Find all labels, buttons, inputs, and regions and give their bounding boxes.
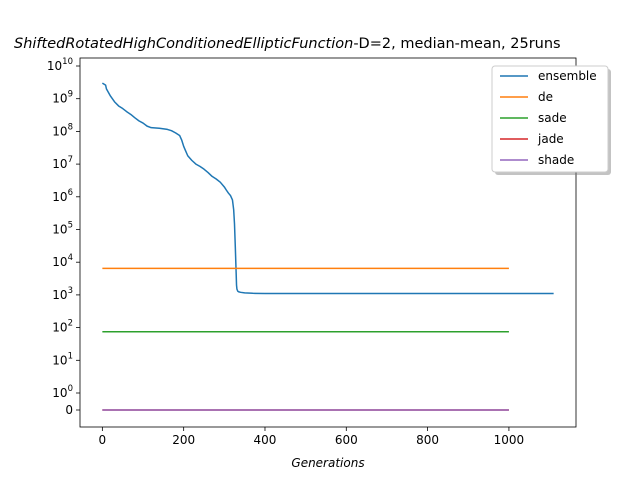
x-axis: 0 200 400 600 800 1000 [99, 427, 525, 447]
x-tick-label: 400 [254, 433, 277, 447]
legend-label-de: de [538, 90, 553, 104]
y-tick-label: 106 [52, 188, 73, 204]
x-tick-label: 200 [172, 433, 195, 447]
y-tick-label: 100 [52, 384, 73, 400]
chart-title-italic: ShiftedRotatedHighConditionedEllipticFun… [14, 36, 353, 52]
x-tick-label: 800 [416, 433, 439, 447]
x-axis-label: Generations [291, 456, 364, 470]
x-tick-label: 1000 [494, 433, 525, 447]
y-tick-label: 104 [52, 253, 73, 269]
legend-label-sade: sade [538, 111, 567, 125]
legend-label-jade: jade [537, 132, 564, 146]
y-tick-label: 102 [52, 319, 73, 335]
legend-label-ensemble: ensemble [538, 69, 597, 83]
legend-box [491, 65, 609, 173]
y-tick-label: 0 [65, 403, 73, 417]
plot-frame [79, 57, 577, 428]
legend-label-shade: shade [538, 153, 574, 167]
legend: ensemble de sade jade shade [491, 65, 611, 175]
series-line-ensemble [101, 82, 554, 295]
chart-title-rest: -D=2, median-mean, 25runs [353, 36, 560, 52]
y-tick-label: 105 [52, 221, 73, 237]
y-tick-label: 107 [52, 155, 73, 171]
y-tick-label: 109 [52, 90, 73, 106]
chart-title: ShiftedRotatedHighConditionedEllipticFun… [14, 36, 561, 52]
y-axis: 0 100 101 102 103 104 105 106 107 108 109 1010 [47, 57, 80, 417]
y-tick-label: 108 [52, 122, 73, 138]
legend-entries: ensemble de sade jade shade [500, 69, 597, 167]
x-tick-label: 0 [99, 433, 107, 447]
plot-lines [101, 82, 554, 411]
y-tick-label: 1010 [47, 57, 73, 73]
y-tick-label: 101 [52, 351, 73, 367]
x-tick-label: 600 [335, 433, 358, 447]
y-tick-label: 103 [52, 286, 73, 302]
